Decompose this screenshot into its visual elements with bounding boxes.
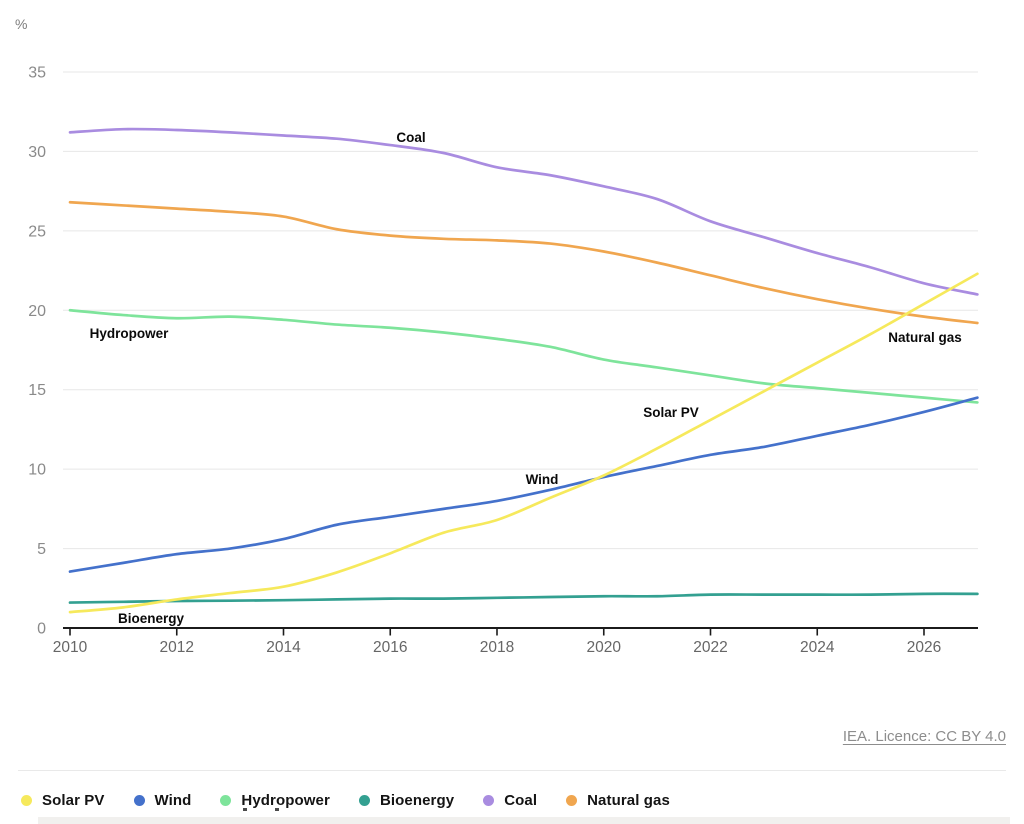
cropped-table-top [38, 817, 1010, 824]
legend-label: Hydropower [241, 792, 330, 809]
divider [18, 770, 1006, 771]
y-tick-label: 0 [37, 621, 46, 638]
cropped-element-dot [275, 808, 279, 811]
legend-label: Wind [154, 792, 192, 809]
legend-item-hydropower[interactable]: Hydropower [220, 792, 330, 809]
x-tick-label: 2024 [800, 639, 835, 656]
x-tick-label: 2018 [480, 639, 514, 656]
legend-item-natural-gas[interactable]: Natural gas [566, 792, 670, 809]
legend-dot [21, 795, 32, 806]
x-tick-label: 2016 [373, 639, 407, 656]
y-tick-label: 35 [28, 64, 46, 81]
y-tick-label: 15 [28, 382, 46, 399]
legend-dot [483, 795, 495, 806]
y-tick-label: 20 [28, 303, 46, 320]
legend-item-solar-pv[interactable]: Solar PV [21, 792, 105, 809]
x-tick-label: 2014 [266, 639, 301, 656]
x-tick-label: 2020 [587, 639, 622, 656]
x-tick-label: 2022 [693, 639, 727, 656]
y-tick-label: 10 [28, 462, 46, 479]
series-line-coal [68, 127, 979, 296]
cropped-element-dot [243, 808, 247, 811]
x-tick-label: 2012 [160, 639, 194, 656]
series-label-coal: Coal [396, 130, 425, 145]
series-line-bioenergy [68, 592, 979, 604]
legend-label: Coal [504, 792, 538, 809]
chart-svg: 0 5 10 15 20 25 30 35 2010 2012 2014 2016 2018 2020 20… [28, 64, 979, 656]
series-label-wind: Wind [526, 472, 559, 487]
legend-item-wind[interactable]: Wind [133, 792, 192, 809]
legend-dot [133, 795, 145, 806]
series-label-bioenergy: Bioenergy [118, 611, 185, 626]
series-label-hydropower: Hydropower [90, 326, 170, 341]
legend-label: Natural gas [587, 792, 670, 809]
legend-dot [220, 795, 232, 806]
legend-dot [566, 795, 578, 806]
series-line-solar-pv [68, 272, 979, 614]
legend-label: Bioenergy [379, 792, 455, 809]
y-axis-unit-label: % [15, 16, 28, 32]
x-tick-label: 2026 [907, 639, 941, 656]
series-label-natural-gas: Natural gas [888, 330, 962, 345]
legend-label: Solar PV [42, 792, 105, 809]
y-tick-label: 5 [37, 541, 46, 558]
series-line-natural-gas [68, 200, 979, 325]
chart-legend: Solar PV Wind Hydropower Bioenergy Coal Natur… [21, 792, 670, 809]
y-tick-label: 25 [28, 223, 46, 240]
y-tick-label: 30 [28, 144, 46, 161]
iea-licence-link[interactable]: IEA. Licence: CC BY 4.0 [842, 728, 1006, 745]
x-tick-label: 2010 [53, 639, 88, 656]
series-line-hydropower [68, 308, 979, 404]
series-line-wind [68, 396, 979, 573]
series-label-solar-pv: Solar PV [643, 405, 699, 420]
legend-item-coal[interactable]: Coal [483, 792, 537, 809]
legend-dot [358, 795, 370, 806]
legend-item-bioenergy[interactable]: Bioenergy [358, 792, 455, 809]
